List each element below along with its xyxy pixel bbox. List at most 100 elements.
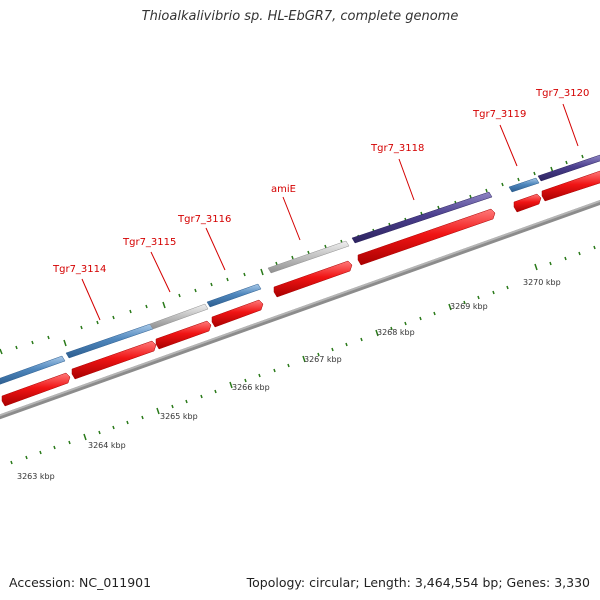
tick	[25, 455, 28, 460]
gene-bar-tgr7-3115[interactable]	[149, 303, 209, 330]
leader-amie	[282, 196, 301, 241]
tick	[564, 256, 567, 261]
tick-major	[375, 329, 379, 337]
tick	[260, 268, 264, 276]
tick	[226, 277, 229, 282]
cds-arrow	[541, 170, 600, 202]
leader-tgr7-3116	[205, 227, 226, 271]
scale-label-3268: 3268 kbp	[377, 328, 415, 337]
tick	[291, 255, 294, 260]
tick	[578, 251, 581, 256]
leader-tgr7-3118	[398, 158, 415, 201]
tick	[517, 177, 520, 182]
tick	[63, 339, 67, 347]
tick	[210, 282, 213, 287]
gene-bar-tgr7-3113[interactable]	[0, 355, 66, 385]
tick-major	[534, 263, 538, 271]
tick	[419, 316, 422, 321]
tick	[549, 261, 552, 266]
tick	[469, 194, 472, 199]
map-title: Thioalkalivibrio sp. HL-EbGR7, complete …	[141, 9, 459, 24]
tick	[404, 321, 407, 326]
scale-label-3269: 3269 kbp	[450, 302, 488, 311]
tick	[10, 460, 13, 465]
tick	[200, 394, 203, 399]
tick	[145, 304, 148, 309]
gene-bar-tgr7-3119[interactable]	[508, 177, 540, 193]
cds-arrow	[273, 260, 353, 298]
gene-label-tgr7-3114: Tgr7_3114	[52, 264, 106, 275]
gene-label-tgr7-3120: Tgr7_3120	[535, 88, 589, 99]
tick	[437, 205, 440, 210]
tick	[171, 404, 174, 409]
tick-major	[302, 355, 306, 363]
tick	[0, 348, 3, 355]
cds-arrow	[211, 299, 264, 328]
tick	[533, 171, 536, 176]
tick	[39, 450, 42, 455]
tick	[96, 320, 99, 325]
tick	[433, 311, 436, 316]
scale-label-3264: 3264 kbp	[88, 441, 126, 450]
cds-arrow	[357, 208, 496, 266]
tick	[258, 373, 261, 378]
tick	[214, 389, 217, 394]
gene-bar-amie[interactable]	[267, 240, 350, 274]
tick	[307, 250, 310, 255]
tick	[162, 301, 166, 309]
tick	[360, 337, 363, 342]
tick	[287, 363, 290, 368]
cds-arrow	[1, 372, 71, 407]
gene-bar-tgr7-3116[interactable]	[206, 283, 262, 308]
tick	[463, 300, 466, 305]
tick	[80, 325, 83, 330]
gene-bar-tgr7-3118[interactable]	[351, 191, 493, 244]
scale-label-3270: 3270 kbp	[523, 278, 561, 287]
tick	[324, 244, 327, 249]
scale-labels: 3263 kbp 3264 kbp 3265 kbp 3266 kbp 3267…	[17, 278, 561, 481]
tick	[98, 430, 101, 435]
tick-major	[229, 381, 233, 389]
tick	[506, 285, 509, 290]
scale-label-3267: 3267 kbp	[304, 355, 342, 364]
gene-label-tgr7-3115: Tgr7_3115	[122, 237, 176, 248]
label-leaders	[81, 103, 579, 321]
tick	[390, 326, 393, 331]
gene-label-tgr7-3118: Tgr7_3118	[370, 143, 424, 154]
leader-tgr7-3114	[81, 278, 101, 321]
gene-bar-tgr7-3120[interactable]	[537, 154, 600, 182]
tick	[331, 347, 334, 352]
leader-tgr7-3120	[562, 103, 579, 147]
tick	[565, 160, 568, 165]
tick	[194, 288, 197, 293]
scale-label-3265: 3265 kbp	[160, 412, 198, 421]
gene-track	[0, 154, 600, 385]
tick	[68, 440, 71, 445]
tick-major	[156, 407, 160, 415]
tick	[581, 154, 584, 159]
tick	[477, 295, 480, 300]
tick	[129, 309, 132, 314]
tick	[275, 261, 278, 266]
tick	[244, 378, 247, 383]
tick	[317, 352, 320, 357]
tick	[492, 290, 495, 295]
tick	[15, 345, 18, 350]
tick	[185, 399, 188, 404]
tick-major	[83, 433, 87, 441]
genome-backbone	[0, 200, 600, 420]
tick-major	[448, 303, 452, 311]
tick	[593, 245, 596, 250]
tick	[47, 335, 50, 340]
tick	[112, 315, 115, 320]
cds-arrow	[71, 340, 157, 380]
accession-text: Accession: NC_011901	[9, 575, 152, 590]
tick	[126, 420, 129, 425]
gene-label-tgr7-3116: Tgr7_3116	[177, 214, 231, 225]
tick	[345, 342, 348, 347]
tick	[112, 425, 115, 430]
tick	[485, 188, 488, 193]
lower-scale-row	[10, 245, 596, 465]
